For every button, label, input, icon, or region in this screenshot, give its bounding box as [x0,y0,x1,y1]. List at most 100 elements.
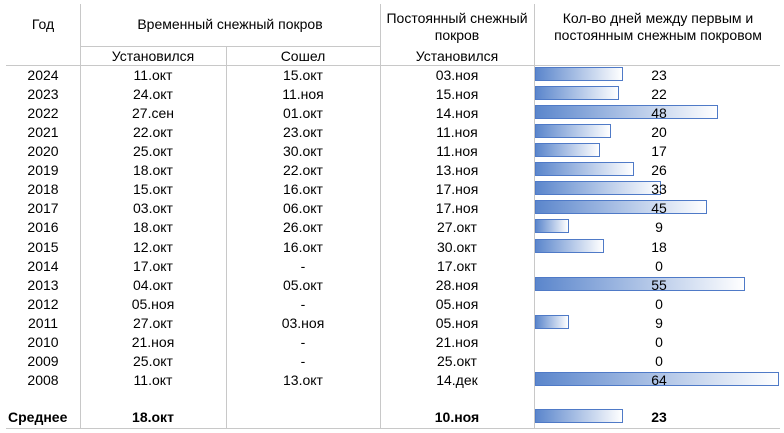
year: 2015 [27,238,59,255]
temp-melted: - [300,333,306,350]
header-year: Год [31,16,55,32]
temp-melted: - [300,352,306,369]
data-bar [535,143,600,158]
temp-melted: 26.окт [283,219,323,236]
temp-melted: 23.окт [283,124,323,141]
permanent-established: 30.окт [437,238,477,255]
data-bar [535,181,661,196]
days: 0 [655,257,663,274]
data-bar [535,238,604,253]
days: 17 [651,143,667,160]
temp-melted: 05.окт [283,276,323,293]
year: 2018 [27,181,59,198]
days: 45 [651,200,667,217]
data-bar [535,219,570,234]
data-bar [535,314,570,329]
year: 2019 [27,162,59,179]
permanent-established: 17.ноя [435,200,479,217]
year: 2023 [27,86,59,103]
data-bar [535,371,779,386]
year: 2012 [27,295,59,312]
year: 2021 [27,124,59,141]
days: 9 [655,314,663,331]
temp-established: 15.окт [133,181,173,198]
permanent-established: 17.окт [437,257,477,274]
days: 0 [655,295,663,312]
permanent-established: 21.ноя [435,333,479,350]
permanent-established: 25.окт [437,352,477,369]
temp-established: 03.окт [133,200,173,217]
temp-melted: - [300,257,306,274]
data-bar [535,124,612,139]
year: 2010 [27,333,59,350]
temp-melted: 22.окт [283,162,323,179]
header-days: Кол-во дней между первым и постоянным сн… [554,10,762,43]
temp-established: 12.окт [133,238,173,255]
average-temp-established: 18.окт [132,409,174,425]
days: 26 [651,162,667,179]
days: 9 [655,219,663,236]
permanent-established: 17.ноя [435,181,479,198]
temp-established: 18.окт [133,162,173,179]
permanent-established: 05.ноя [435,295,479,312]
header-temporary: Временный снежный покров [137,16,323,32]
year: 2017 [27,200,59,217]
temp-melted: 30.окт [283,143,323,160]
rule [534,4,535,428]
data-bar [535,276,745,291]
permanent-established: 03.ноя [435,67,479,83]
year: 2013 [27,276,59,293]
year: 2024 [27,67,59,83]
temp-established: 05.ноя [131,295,175,312]
data-bar [535,67,623,81]
rule [80,4,81,428]
days: 23 [651,67,667,83]
temp-established: 25.окт [133,143,173,160]
permanent-established: 15.ноя [435,86,479,103]
average-permanent-established: 10.ноя [434,409,480,425]
data-bar [535,409,623,423]
temp-melted: 13.окт [283,371,323,388]
temp-established: 17.окт [133,257,173,274]
data-bar [535,105,718,120]
rule [380,4,381,428]
temp-established: 04.окт [133,276,173,293]
days: 0 [655,352,663,369]
permanent-established: 14.дек [436,371,478,388]
temp-established: 11.окт [133,371,173,388]
temp-established: 27.окт [133,314,173,331]
permanent-established: 27.окт [437,219,477,236]
permanent-established: 28.ноя [435,276,479,293]
days: 55 [651,276,667,293]
rule [80,46,380,47]
rule [6,428,780,429]
year: 2011 [27,314,59,331]
rule [226,46,227,428]
temp-melted: 03.ноя [281,314,325,331]
days: 20 [651,124,667,141]
temp-melted: 16.окт [283,238,323,255]
temp-established: 22.окт [133,124,173,141]
days: 33 [651,181,667,198]
year: 2022 [27,105,59,122]
year: 2014 [27,257,59,274]
temp-melted: 06.окт [283,200,323,217]
days: 64 [651,371,667,388]
temp-melted: 16.окт [283,181,323,198]
average-label: Среднее [8,409,68,425]
temp-melted: 01.окт [283,105,323,122]
days: 0 [655,333,663,350]
year: 2008 [27,371,59,388]
header-permanent: Постоянный снежный покров [386,10,528,43]
permanent-established: 14.ноя [435,105,479,122]
days: 18 [651,238,667,255]
permanent-established: 13.ноя [435,162,479,179]
header-permanent-established: Установился [415,48,499,64]
temp-established: 27.сен [132,105,174,122]
data-bar [535,162,635,177]
data-bar [535,86,619,101]
year: 2016 [27,219,59,236]
permanent-established: 11.ноя [436,124,478,141]
temp-melted: 11.ноя [282,86,324,103]
days: 22 [651,86,667,103]
